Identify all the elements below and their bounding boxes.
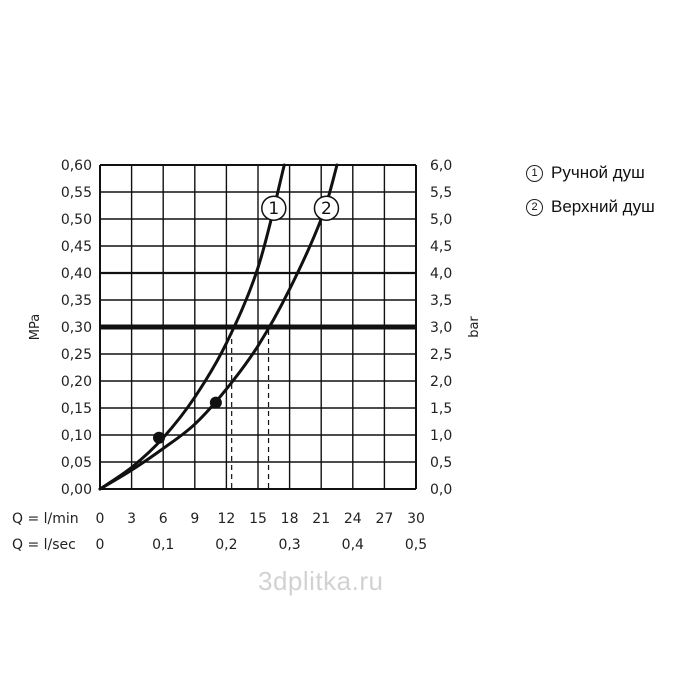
x-tick-label-lmin: 21 [312,511,330,527]
x-tick-label-lsec: 0 [96,537,105,553]
curve-label-2: 2 [321,199,332,219]
legend-label-2: Верхний душ [551,197,655,216]
x-tick-label-lmin: 24 [344,511,362,527]
curve-label-circle-2 [313,195,340,221]
x-tick-label-lmin: 6 [159,511,168,527]
y-tick-label-right: 4,0 [430,266,452,282]
y-tick-label-left: 0,55 [61,185,92,201]
x-tick-label-lmin: 9 [190,511,199,527]
x-tick-label-lmin: 0 [96,511,105,527]
y-tick-label-left: 0,00 [61,482,92,498]
series-line-2 [98,163,339,491]
y-tick-label-left: 0,60 [61,158,92,174]
curve-label-1: 1 [268,199,279,219]
x-tick-label-lsec: 0,4 [342,537,364,553]
y-tick-label-left: 0,25 [61,347,92,363]
y-tick-label-right: 1,5 [430,401,452,417]
legend-label-1: Ручной душ [551,163,645,182]
chart-series [98,163,339,491]
series-line-1 [98,163,286,491]
y-tick-label-right: 0,0 [430,482,452,498]
y-tick-label-left: 0,10 [61,428,92,444]
y-tick-label-right: 3,0 [430,320,452,336]
series-marker-1 [152,431,165,444]
x-tick-label-lmin: 30 [407,511,425,527]
x-tick-label-lsec: 0,2 [215,537,237,553]
legend-marker-2: 2 [526,199,543,216]
y-axis-label-left: MPa [28,314,43,340]
x-tick-label-lmin: 27 [375,511,393,527]
legend: 1 Ручной душ 2 Верхний душ [526,160,655,228]
x-row-label-lmin: Q = l/min [12,511,79,527]
y-tick-label-left: 0,30 [61,320,92,336]
y-tick-label-left: 0,45 [61,239,92,255]
legend-item-1: 1 Ручной душ [526,160,655,194]
legend-marker-1: 1 [526,165,543,182]
y-tick-label-right: 1,0 [430,428,452,444]
y-tick-label-right: 5,0 [430,212,452,228]
y-tick-label-right: 4,5 [430,239,452,255]
y-tick-label-left: 0,05 [61,455,92,471]
x-tick-label-lmin: 3 [127,511,136,527]
series-marker-2 [209,396,222,409]
y-tick-label-right: 0,5 [430,455,452,471]
watermark: 3dplitka.ru [258,566,384,596]
curve-label-circle-1 [261,195,287,221]
x-tick-label-lmin: 15 [249,511,267,527]
y-tick-label-right: 5,5 [430,185,452,201]
y-tick-label-right: 2,0 [430,374,452,390]
x-tick-label-lsec: 0,1 [152,537,174,553]
x-tick-label-lsec: 0,5 [405,537,427,553]
chart-labels: 1 20,000,050,100,150,200,250,300,350,400,… [12,158,482,553]
y-axis-label-right: bar [467,316,482,338]
y-tick-label-left: 0,20 [61,374,92,390]
x-tick-label-lmin: 12 [217,511,235,527]
x-tick-label-lmin: 18 [281,511,299,527]
legend-item-2: 2 Верхний душ [526,194,655,228]
y-tick-label-left: 0,15 [61,401,92,417]
y-tick-label-right: 2,5 [430,347,452,363]
x-tick-label-lsec: 0,3 [278,537,300,553]
y-tick-label-left: 0,35 [61,293,92,309]
y-tick-label-right: 3,5 [430,293,452,309]
x-row-label-lsec: Q = l/sec [12,537,76,553]
reference-lines [100,324,416,489]
y-tick-label-right: 6,0 [430,158,452,174]
y-tick-label-left: 0,50 [61,212,92,228]
y-tick-label-left: 0,40 [61,266,92,282]
